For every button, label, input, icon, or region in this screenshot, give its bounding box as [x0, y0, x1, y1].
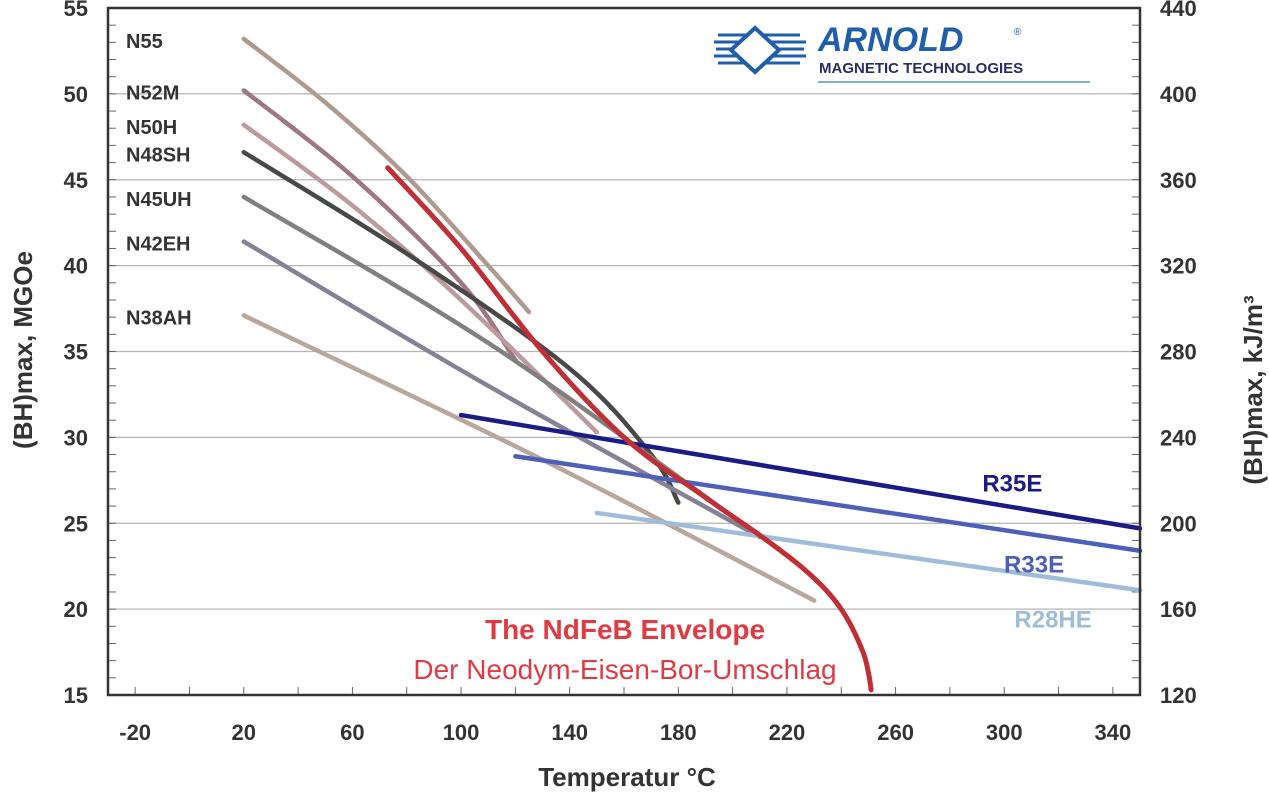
y-tick-label: 25 — [64, 511, 88, 536]
plot-frame — [106, 6, 1142, 697]
logo-registered: ® — [1014, 27, 1022, 38]
series-line-r28he — [594, 510, 1143, 593]
arnold-logo: ARNOLD ® MAGNETIC TECHNOLOGIES — [714, 21, 1090, 83]
y-tick-label: 15 — [64, 683, 88, 708]
y2-axis-title: (BH)max, kJ/m³ — [1238, 295, 1268, 485]
series-label-n48sh: N48SH — [126, 144, 190, 166]
series-line-n55 — [241, 36, 532, 315]
series-label-n50h: N50H — [126, 117, 177, 139]
x-tick-label: 260 — [877, 720, 914, 745]
series-label-r28he: R28HE — [1014, 606, 1091, 633]
y2-tick-label: 160 — [1160, 597, 1197, 622]
series-label-n38ah: N38AH — [126, 307, 192, 329]
minor-ticks — [108, 7, 1140, 696]
series-line-n52m — [241, 88, 518, 363]
series-line-n50h — [241, 122, 600, 435]
y2-tick-label: 240 — [1160, 425, 1197, 450]
x-tick-label: 340 — [1094, 720, 1131, 745]
y-tick-label: 35 — [64, 340, 88, 365]
x-tick-label: 60 — [340, 720, 364, 745]
y-tick-label: 20 — [64, 597, 88, 622]
y-tick-label: 55 — [64, 0, 88, 21]
series-line-n42eh — [241, 239, 763, 540]
arnold-diamond-icon — [714, 25, 806, 75]
x-tick-label: 20 — [232, 720, 256, 745]
series-label-n55: N55 — [126, 31, 163, 53]
x-tick-label: -20 — [119, 720, 151, 745]
x-tick-label: 180 — [660, 720, 697, 745]
x-tick-label: 300 — [986, 720, 1023, 745]
y2-tick-label: 120 — [1160, 683, 1197, 708]
series-line-r33e — [513, 454, 1143, 553]
series-label-n42eh: N42EH — [126, 234, 190, 256]
series-labels: N55 N52M N50H N48SH N45UH N42EH N38AH R35E R33E R… — [126, 31, 1092, 634]
y2-tick-label: 440 — [1160, 0, 1197, 21]
tick-labels: 15 20 25 30 35 40 45 50 55 120 160 200 240 280 320 360 4… — [64, 0, 1197, 745]
y-axis-title: (BH)max, MGOe — [8, 251, 38, 449]
y-tick-label: 40 — [64, 254, 88, 279]
series-label-n45uh: N45UH — [126, 189, 192, 211]
y-tick-label: 50 — [64, 82, 88, 107]
series-label-n52m: N52M — [126, 82, 179, 104]
y2-tick-label: 400 — [1160, 82, 1197, 107]
y2-tick-label: 200 — [1160, 511, 1197, 536]
series-label-r35e: R35E — [982, 471, 1042, 498]
y2-tick-label: 280 — [1160, 340, 1197, 365]
envelope-subtitle: Der Neodym-Eisen-Bor-Umschlag — [413, 654, 836, 685]
x-tick-label: 220 — [769, 720, 806, 745]
x-tick-label: 100 — [443, 720, 480, 745]
series-layer — [241, 36, 1143, 693]
y-tick-label: 30 — [64, 425, 88, 450]
x-axis-title: Temperatur °C — [538, 762, 716, 792]
logo-name: ARNOLD — [817, 21, 963, 59]
y-tick-label: 45 — [64, 168, 88, 193]
y2-tick-label: 320 — [1160, 254, 1197, 279]
envelope-title: The NdFeB Envelope — [485, 614, 765, 645]
series-label-r33e: R33E — [1004, 551, 1064, 578]
series-line-the-ndfeb-envelope — [385, 165, 874, 693]
y2-tick-label: 360 — [1160, 168, 1197, 193]
x-tick-label: 140 — [551, 720, 588, 745]
grid-lines — [108, 7, 1140, 696]
logo-subtitle: MAGNETIC TECHNOLOGIES — [819, 60, 1023, 77]
series-line-r35e — [458, 412, 1143, 531]
